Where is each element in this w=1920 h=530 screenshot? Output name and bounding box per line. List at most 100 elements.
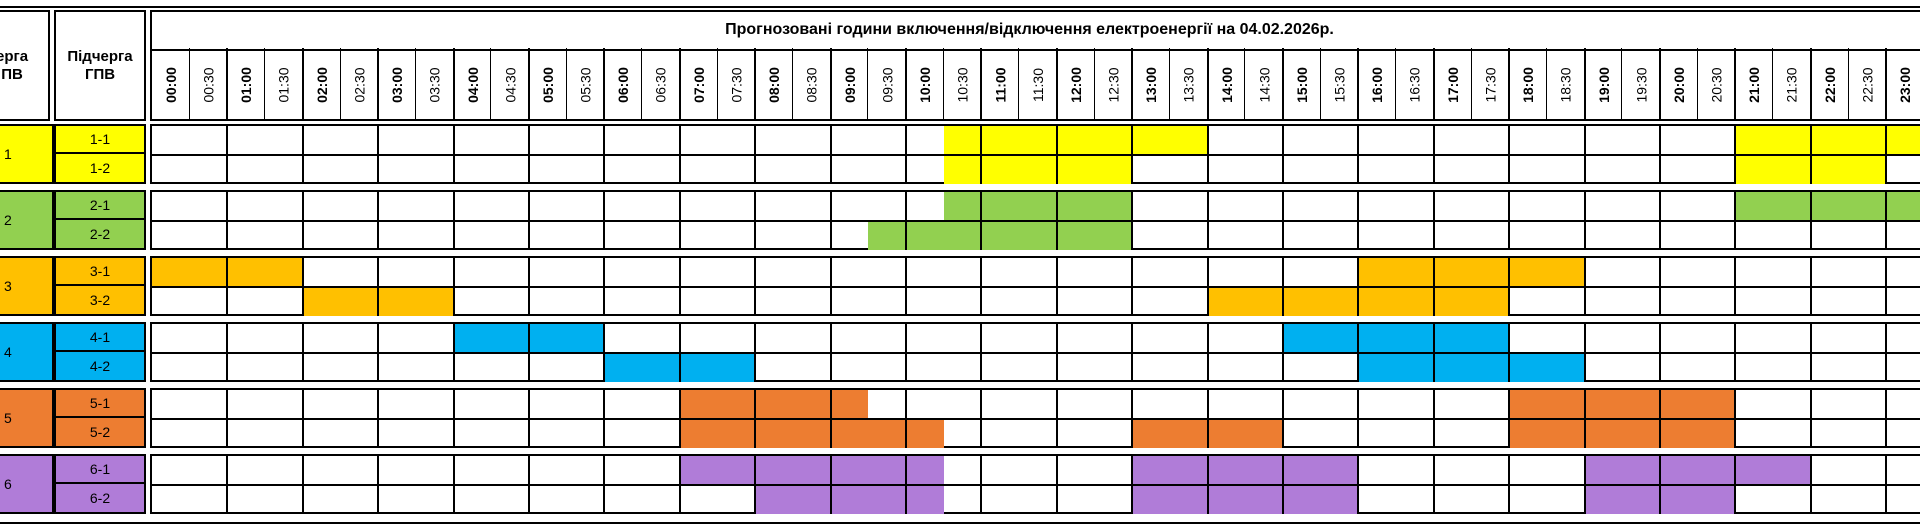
header-slot-divider	[1395, 48, 1397, 119]
time-tick-label: 12:30	[1105, 66, 1122, 103]
group-label: 6	[0, 454, 54, 514]
grid-divider	[1282, 388, 1284, 448]
grid-divider	[452, 124, 455, 184]
header-slot-divider	[1018, 48, 1020, 119]
grid-divider	[1583, 322, 1586, 382]
grid-divider	[1809, 322, 1812, 382]
grid-divider	[528, 256, 530, 316]
header-slot-divider	[1432, 48, 1435, 119]
header-slot-divider	[565, 48, 567, 119]
time-tick-label: 13:30	[1180, 66, 1197, 103]
grid-divider	[528, 124, 530, 184]
grid-divider	[1432, 256, 1435, 316]
outage-segment	[943, 156, 1133, 184]
grid-divider	[1432, 454, 1435, 514]
time-tick-label: 23:00	[1897, 66, 1914, 103]
outage-segment	[755, 486, 944, 514]
outage-segment	[1132, 456, 1359, 484]
time-tick-label: 00:30	[200, 66, 217, 103]
header-slot-divider	[301, 48, 304, 119]
grid-divider	[1885, 388, 1888, 448]
grid-divider	[1659, 322, 1661, 382]
title-divider	[152, 49, 1920, 51]
grid-divider	[1357, 124, 1360, 184]
time-tick-label: 10:30	[954, 66, 971, 103]
time-tick-label: 09:00	[841, 66, 858, 103]
grid-divider	[1885, 322, 1888, 382]
grid-divider	[905, 124, 907, 184]
time-tick-label: 06:30	[652, 66, 669, 103]
grid-divider	[1206, 124, 1209, 184]
header-slot-divider	[1244, 48, 1246, 119]
grid-divider	[1282, 256, 1284, 316]
time-tick-label: 02:30	[351, 66, 368, 103]
grid-divider	[452, 190, 455, 250]
subgroup-label: 1-1	[54, 124, 146, 154]
grid-divider	[1432, 190, 1435, 250]
grid-divider	[829, 322, 832, 382]
header-slot-divider	[339, 48, 341, 119]
grid-divider	[1734, 256, 1737, 316]
grid-divider	[1809, 388, 1812, 448]
time-tick-label: 20:30	[1708, 66, 1725, 103]
time-tick-label: 22:00	[1821, 66, 1838, 103]
time-tick-label: 07:00	[690, 66, 707, 103]
grid-divider	[1885, 124, 1888, 184]
header-slot-divider	[1168, 48, 1170, 119]
grid-divider	[603, 256, 606, 316]
grid-divider	[301, 322, 304, 382]
grid-divider	[603, 124, 606, 184]
top-border	[0, 6, 1920, 8]
grid-divider	[905, 388, 907, 448]
grid-divider	[1508, 388, 1511, 448]
outage-segment	[1509, 390, 1736, 418]
time-tick-label: 18:00	[1520, 66, 1537, 103]
grid-divider	[829, 190, 832, 250]
header-slot-divider	[528, 48, 530, 119]
grid-divider	[603, 454, 606, 514]
header-slot-divider	[716, 48, 718, 119]
time-tick-label: 04:30	[502, 66, 519, 103]
grid-divider	[1131, 322, 1134, 382]
grid-divider	[1055, 124, 1058, 184]
outage-segment	[943, 126, 1208, 154]
grid-divider	[603, 388, 606, 448]
subgroup-label: 3-2	[54, 286, 146, 316]
grid-divider	[1734, 454, 1737, 514]
grid-divider	[1659, 124, 1661, 184]
grid-divider	[1659, 388, 1661, 448]
subgroup-label: 6-2	[54, 484, 146, 514]
grid-divider	[1659, 256, 1661, 316]
group-label: 4	[0, 322, 54, 382]
grid-divider	[377, 322, 380, 382]
grid-divider	[980, 454, 983, 514]
header-slot-divider	[980, 48, 983, 119]
grid-divider	[528, 190, 530, 250]
time-tick-label: 14:00	[1218, 66, 1235, 103]
time-tick-label: 08:00	[766, 66, 783, 103]
grid-divider	[226, 256, 229, 316]
time-tick-label: 06:00	[615, 66, 632, 103]
outage-segment	[1283, 324, 1510, 352]
grid-divider	[1357, 454, 1360, 514]
header-slot-divider	[1206, 48, 1209, 119]
grid-divider	[1659, 454, 1661, 514]
time-tick-label: 04:00	[464, 66, 481, 103]
time-tick-label: 12:00	[1067, 66, 1084, 103]
subgroup-divider	[150, 286, 1920, 288]
grid-divider	[1583, 388, 1586, 448]
subgroup-divider	[150, 484, 1920, 486]
header-slot-divider	[452, 48, 455, 119]
grid-divider	[452, 256, 455, 316]
time-tick-label: 09:30	[879, 66, 896, 103]
grid-divider	[226, 454, 229, 514]
grid-divider	[1734, 124, 1737, 184]
outage-segment	[679, 390, 869, 418]
time-tick-label: 19:00	[1595, 66, 1612, 103]
time-tick-label: 22:30	[1859, 66, 1876, 103]
grid-divider	[1282, 124, 1284, 184]
header-slot-divider	[1696, 48, 1698, 119]
grid-divider	[905, 190, 907, 250]
subgroup-label: 1-2	[54, 154, 146, 184]
subgroup-label: 5-1	[54, 388, 146, 418]
